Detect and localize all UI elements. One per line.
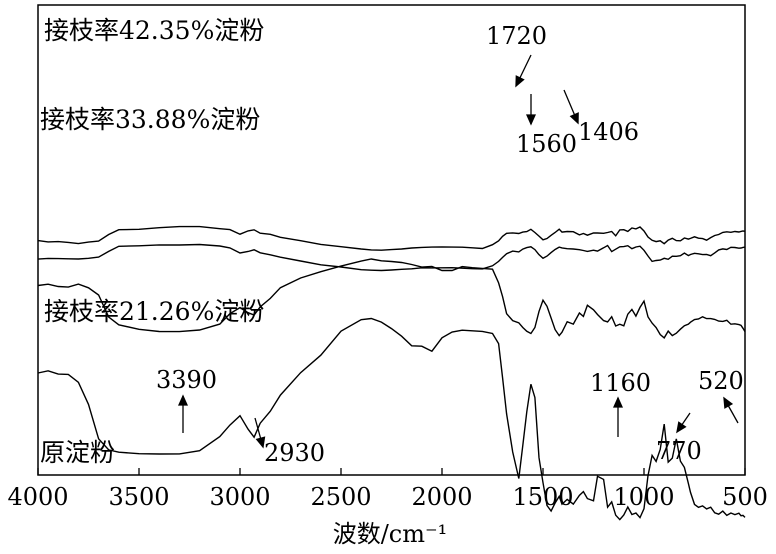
x-tick-label: 3500 [108,483,169,511]
series-line-native-starch [37,317,746,521]
annotation-arrow-head [515,75,525,88]
series-line-grafted-42 [37,225,746,251]
x-axis-title: 波数/cm⁻¹ [333,520,448,548]
x-tick-label: 4000 [7,483,68,511]
annotation-arrow-head [177,394,189,406]
annotation-arrows [177,54,739,449]
annotation-2930: 2930 [264,439,325,467]
annotation-770: 770 [656,437,702,465]
annotation-3390: 3390 [156,366,217,394]
series-label-grafted-42: 接枝率42.35%淀粉 [44,16,264,45]
x-tick-label: 2500 [310,483,371,511]
annotation-arrow-head [525,114,537,126]
annotation-arrow-head [255,436,266,449]
x-tick-label: 2000 [411,483,472,511]
series-label-native-starch: 原淀粉 [40,438,115,467]
annotation-520: 520 [698,367,744,395]
x-tick-label: 1000 [613,483,674,511]
series-line-grafted-33 [37,243,746,272]
annotation-arrow-head [569,112,579,125]
x-tick-label: 1500 [512,483,573,511]
series-label-grafted-21: 接枝率21.26%淀粉 [44,297,264,326]
annotation-arrow-head [723,396,734,409]
annotation-1720: 1720 [486,22,547,50]
annotation-1160: 1160 [590,369,651,397]
annotation-arrow-head [612,396,624,408]
series-line-grafted-21 [37,258,746,339]
plot-frame [37,4,746,476]
x-tick-label: 500 [722,483,768,511]
series-label-grafted-33: 接枝率33.88%淀粉 [40,105,260,134]
x-tick-label: 3000 [209,483,270,511]
spectra-group [37,225,746,521]
annotation-1560: 1560 [516,130,577,158]
annotation-1406: 1406 [578,118,639,146]
annotation-arrow-head [676,421,687,434]
x-axis: 4000 3500 3000 2500 2000 1500 1000 500 [7,468,768,511]
